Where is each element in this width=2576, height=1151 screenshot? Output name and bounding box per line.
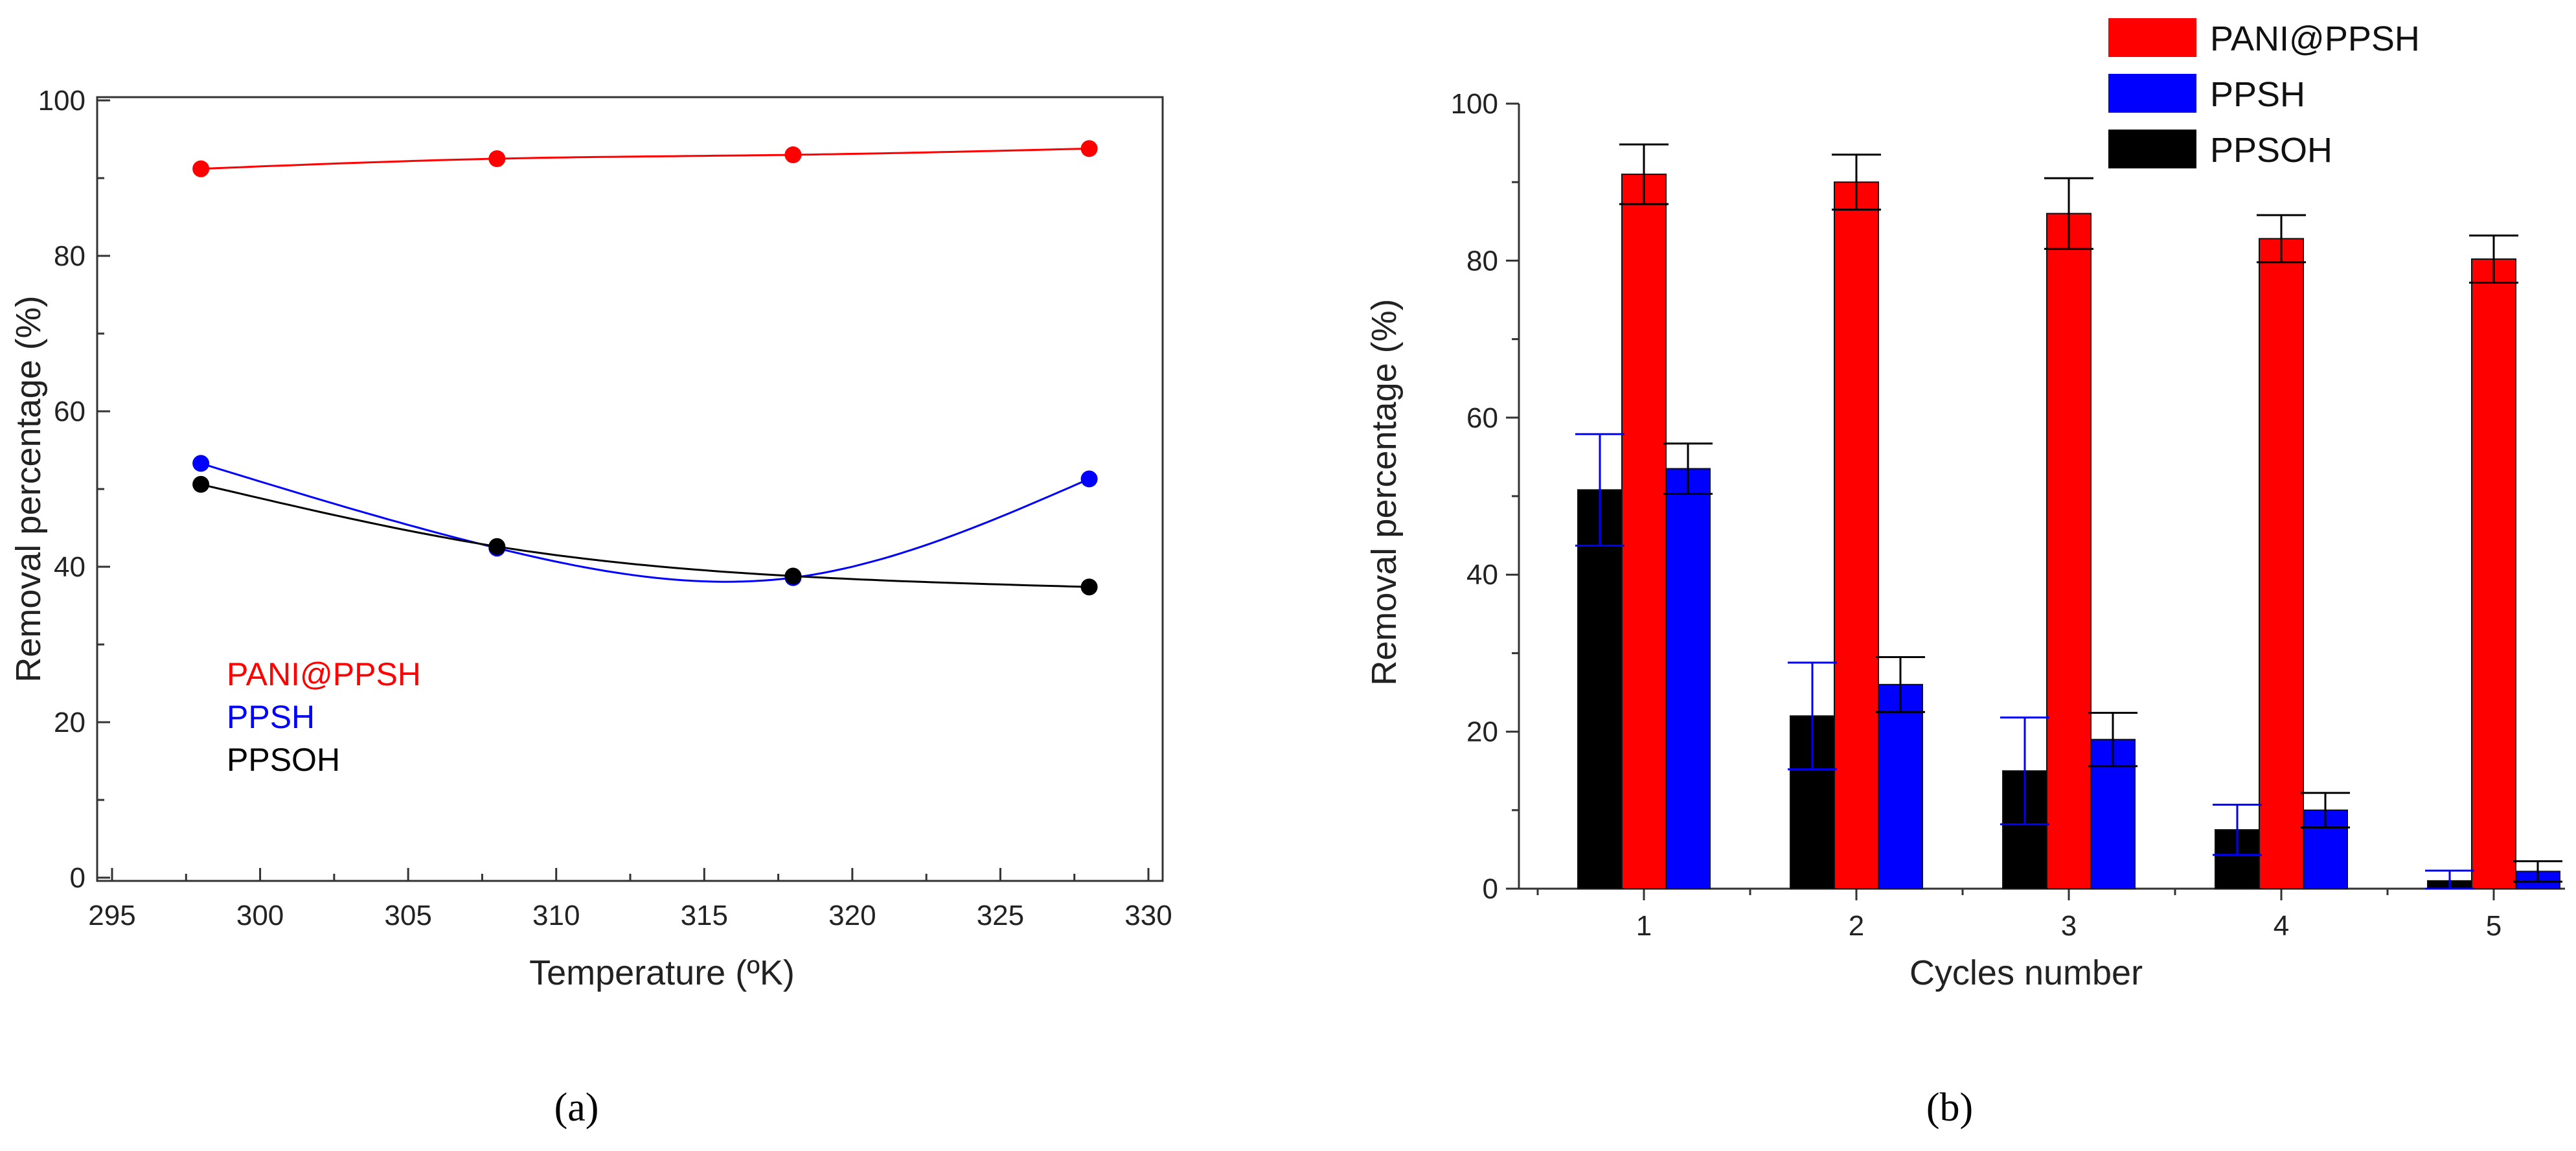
- error-bar-ppsh: [2088, 712, 2137, 768]
- error-bar-pani-ppsh: [2257, 214, 2306, 264]
- chart-b-x-label: Cycles number: [1909, 953, 2143, 992]
- bar-ppsh: [1665, 468, 1711, 889]
- chart-b-legend-swatch-pani: [2108, 18, 2196, 57]
- line-ppsoh: [200, 483, 1089, 588]
- error-bar-pani-ppsh: [2469, 234, 2518, 284]
- chart-a: 0 20 40 60 80 100 295 300 305 310 315 320 325 330 Te…: [9, 85, 1172, 1130]
- chart-a-x-tick-label: 300: [236, 900, 284, 931]
- bar-ppsh: [1878, 683, 1923, 889]
- point-pani-ppsh: [192, 160, 210, 177]
- chart-b-y-tick-label: 60: [1466, 402, 1498, 434]
- bar-pani-ppsh: [1621, 174, 1667, 890]
- error-bar-ppsoh: [1788, 661, 1837, 771]
- error-bar-pani-ppsh: [1832, 154, 1881, 211]
- chart-a-x-tick-label: 315: [681, 900, 728, 931]
- line-pani-ppsh: [201, 147, 1089, 170]
- chart-a-x-tick-label: 325: [977, 900, 1024, 931]
- chart-a-x-tick-label: 330: [1124, 900, 1172, 931]
- point-ppsoh: [1080, 578, 1098, 596]
- error-bar-ppsh: [1876, 655, 1925, 713]
- chart-b-y-tick-label: 40: [1466, 559, 1498, 591]
- error-bar-ppsoh: [2425, 869, 2474, 890]
- point-ppsoh: [192, 475, 210, 493]
- error-bar-ppsoh: [1575, 433, 1624, 547]
- chart-a-x-ticks: 295 300 305 310 315 320 325 330: [88, 868, 1172, 931]
- chart-b-caption: (b): [1926, 1086, 1973, 1130]
- chart-a-y-label: Removal percentage (%): [9, 295, 48, 682]
- chart-a-series: [192, 140, 1098, 596]
- chart-b-legend: PANI@PPSH PPSH PPSOH: [2108, 18, 2420, 170]
- chart-b-x-tick-label: 1: [1636, 910, 1652, 942]
- error-bar-pani-ppsh: [1619, 143, 1669, 205]
- chart-b-legend-swatch-ppsoh: [2108, 130, 2196, 168]
- chart-b-y-tick-label: 100: [1451, 88, 1498, 120]
- chart-b-y-tick-label: 0: [1483, 873, 1498, 905]
- chart-a-x-tick-label: 305: [384, 900, 431, 931]
- chart-a-x-tick-label: 295: [88, 900, 135, 931]
- chart-a-y-tick-label: 20: [54, 707, 85, 738]
- chart-b-y-ticks: 0 20 40 60 80 100: [1451, 88, 1519, 905]
- point-pani-ppsh: [784, 146, 802, 163]
- bar-pani-ppsh: [2471, 258, 2516, 889]
- error-bar-ppsh: [1663, 442, 1713, 495]
- error-bar-ppsh: [2301, 792, 2350, 828]
- chart-b-x-ticks: 1 2 3 4 5: [1536, 889, 2502, 942]
- chart-a-x-tick-label: 320: [828, 900, 876, 931]
- chart-b-legend-ppsoh: PPSOH: [2210, 131, 2332, 170]
- point-pani-ppsh: [488, 150, 506, 167]
- chart-a-x-tick-label: 310: [532, 900, 580, 931]
- chart-a-y-tick-label: 100: [38, 85, 85, 117]
- point-ppsh: [1080, 470, 1098, 488]
- error-bar-ppsoh: [2000, 716, 2049, 826]
- chart-b-legend-pani: PANI@PPSH: [2210, 19, 2420, 58]
- error-bar-ppsh: [2513, 860, 2562, 883]
- chart-a-y-tick-label: 0: [70, 862, 85, 894]
- error-bar-pani-ppsh: [2044, 177, 2093, 250]
- chart-a-y-ticks: 0 20 40 60 80 100: [38, 85, 110, 894]
- chart-b-y-tick-label: 20: [1466, 716, 1498, 748]
- point-ppsoh: [488, 538, 506, 555]
- error-bar-ppsoh: [2213, 803, 2262, 856]
- chart-b-legend-ppsh: PPSH: [2210, 75, 2305, 114]
- chart-a-x-label: Temperature (ºK): [529, 953, 795, 992]
- chart-b-y-label: Removal percentage (%): [1365, 299, 1404, 685]
- chart-a-legend-pani: PANI@PPSH: [227, 656, 421, 692]
- line-ppsh: [200, 462, 1090, 583]
- chart-a-legend: PANI@PPSH PPSH PPSOH: [227, 656, 421, 778]
- chart-b-x-tick-label: 5: [2486, 910, 2502, 942]
- bar-pani-ppsh: [2046, 212, 2092, 889]
- chart-a-legend-ppsh: PPSH: [227, 699, 315, 735]
- chart-b-x-tick-label: 2: [1849, 910, 1864, 942]
- chart-b-y-tick-label: 80: [1466, 245, 1498, 277]
- bar-pani-ppsh: [2259, 238, 2304, 889]
- point-ppsoh: [784, 567, 802, 585]
- chart-b-x-tick-label: 3: [2061, 910, 2077, 942]
- bar-pani-ppsh: [1834, 181, 1879, 890]
- point-pani-ppsh: [1080, 140, 1098, 157]
- chart-b-series: [1575, 143, 2562, 890]
- bar-ppsoh: [1577, 489, 1623, 889]
- chart-b-legend-swatch-ppsh: [2108, 74, 2196, 113]
- chart-b: 0 20 40 60 80 100 1 2 3 4 5 Cycles number Removal…: [1365, 18, 2565, 1130]
- chart-b-x-tick-label: 4: [2274, 910, 2289, 942]
- chart-a-caption: (a): [554, 1086, 599, 1130]
- chart-a-y-tick-label: 40: [54, 551, 85, 583]
- chart-a-y-tick-label: 80: [54, 240, 85, 272]
- chart-a-legend-ppsoh: PPSOH: [227, 742, 340, 778]
- chart-a-y-tick-label: 60: [54, 396, 85, 427]
- point-ppsh: [192, 455, 210, 472]
